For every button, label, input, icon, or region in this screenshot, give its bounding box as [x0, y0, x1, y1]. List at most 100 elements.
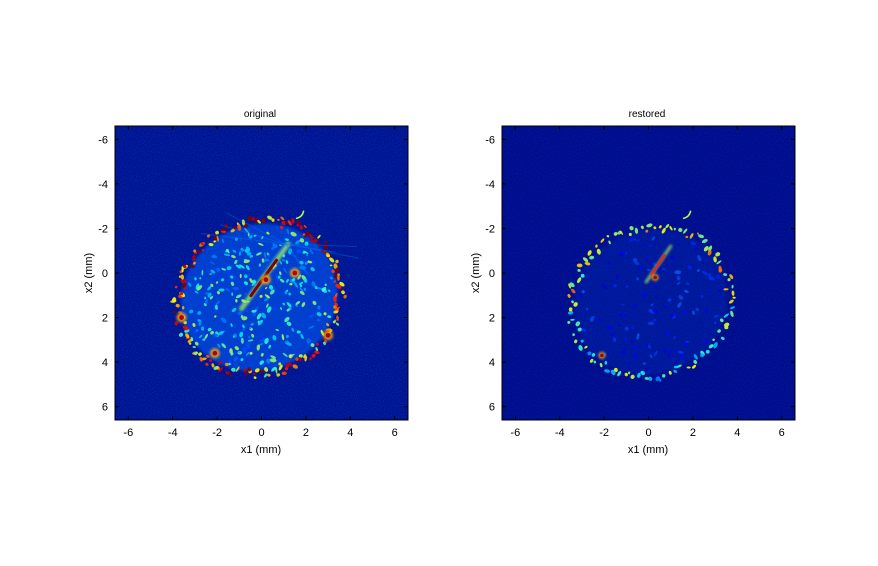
- interior-speckle: [311, 281, 316, 287]
- rim-speckle: [323, 341, 327, 346]
- rim-speckle: [278, 364, 283, 371]
- interior-speckle: [246, 251, 252, 256]
- rim-speckle: [192, 255, 196, 259]
- rim-speckle: [673, 365, 678, 369]
- interior-speckle: [642, 292, 647, 298]
- rim-speckle: [655, 376, 660, 382]
- interior-speckle: [718, 288, 723, 293]
- rim-speckle: [193, 261, 196, 265]
- interior-speckle: [266, 231, 270, 235]
- interior-speckle: [673, 313, 677, 316]
- interior-speckle: [286, 228, 290, 235]
- rim-speckle: [323, 251, 326, 254]
- rim-speckle: [182, 325, 189, 331]
- rim-speckle: [333, 274, 338, 279]
- rim-speckle: [257, 219, 261, 224]
- rim-speckle: [728, 299, 734, 304]
- interior-speckle: [624, 251, 628, 255]
- interior-speckle: [284, 238, 289, 241]
- interior-speckle: [261, 236, 264, 239]
- radial-ray: [285, 243, 336, 253]
- interior-speckle: [288, 354, 293, 359]
- x-tick-label: 6: [392, 427, 398, 439]
- rim-speckle: [577, 268, 581, 272]
- interior-speckle: [631, 325, 634, 332]
- interior-speckle: [316, 318, 321, 322]
- y-tick-label: 6: [489, 402, 495, 414]
- interior-speckle: [253, 234, 257, 237]
- rim-speckle: [183, 321, 187, 325]
- interior-speckle: [257, 319, 264, 326]
- rim-speckle: [730, 310, 734, 318]
- interior-speckle: [305, 253, 309, 257]
- interior-speckle: [229, 348, 233, 354]
- rim-speckle: [335, 267, 340, 273]
- interior-speckle: [307, 260, 313, 264]
- axis-ticks: -6 -4 -2 0 2 4 6 -6 -4 -2 0 2 4 6: [98, 126, 408, 439]
- rim-speckle: [668, 370, 672, 375]
- rim-speckle: [275, 367, 278, 374]
- interior-speckle: [692, 310, 695, 315]
- rim-speckle: [723, 313, 729, 318]
- interior-speckle: [300, 333, 304, 340]
- interior-speckle: [646, 256, 649, 261]
- interior-speckle: [244, 281, 249, 285]
- rim-speckle: [707, 249, 712, 256]
- interior-speckle: [210, 330, 214, 335]
- interior-speckle: [275, 328, 280, 332]
- rim-speckle: [235, 366, 240, 372]
- interior-speckle: [685, 340, 690, 343]
- y-tick-label: 2: [489, 313, 495, 325]
- interior-speckle: [237, 311, 243, 316]
- interior-speckle: [645, 342, 649, 348]
- radial-ray: [285, 243, 357, 248]
- interior-speckle: [214, 304, 218, 310]
- radial-ray: [226, 212, 287, 245]
- radial-ray: [285, 243, 310, 276]
- interior-speckle: [207, 292, 212, 298]
- interior-speckle: [310, 260, 316, 265]
- interior-speckle: [248, 234, 253, 239]
- y-tick-label: -4: [485, 179, 495, 191]
- interior-speckle: [621, 351, 626, 355]
- rim-speckle: [189, 264, 195, 269]
- interior-speckle: [199, 277, 202, 280]
- hotspot: [292, 270, 298, 276]
- rim-speckle: [305, 231, 311, 236]
- interior-speckle: [650, 303, 654, 306]
- rim-speckle: [343, 294, 347, 299]
- rim-speckle: [254, 368, 260, 373]
- interior-speckle: [212, 255, 218, 259]
- rim-speckle: [712, 338, 715, 342]
- rim-speckle: [708, 245, 713, 252]
- interior-speckle: [327, 315, 332, 319]
- rim-speckle: [580, 339, 584, 343]
- interior-speckle: [235, 299, 238, 303]
- rim-speckle: [718, 265, 722, 272]
- interior-speckle: [223, 253, 231, 257]
- interior-speckle: [231, 255, 236, 259]
- rim-speckle: [689, 233, 694, 239]
- interior-speckle: [708, 276, 715, 281]
- rim-speckle: [595, 244, 598, 248]
- rim-speckle: [323, 245, 329, 250]
- rim-speckle: [335, 322, 340, 326]
- interior-speckle: [226, 266, 232, 271]
- rim-speckle: [205, 362, 209, 366]
- rim-speckle: [723, 288, 729, 291]
- interior-speckle: [242, 327, 246, 332]
- y-tick-label: -6: [485, 134, 495, 146]
- interior-speckle: [676, 276, 681, 281]
- rim-speckle: [732, 296, 736, 299]
- rim-speckle: [589, 358, 594, 363]
- radial-ray: [285, 243, 360, 259]
- interior-speckle: [275, 274, 279, 282]
- interior-speckle: [251, 333, 255, 338]
- interior-speckle: [259, 294, 263, 298]
- rim-speckle: [640, 225, 644, 230]
- rim-speckle: [194, 341, 199, 346]
- interior-speckle: [205, 299, 208, 304]
- interior-speckle: [654, 284, 658, 289]
- interior-speckle: [675, 361, 678, 364]
- rim-speckle: [315, 347, 318, 352]
